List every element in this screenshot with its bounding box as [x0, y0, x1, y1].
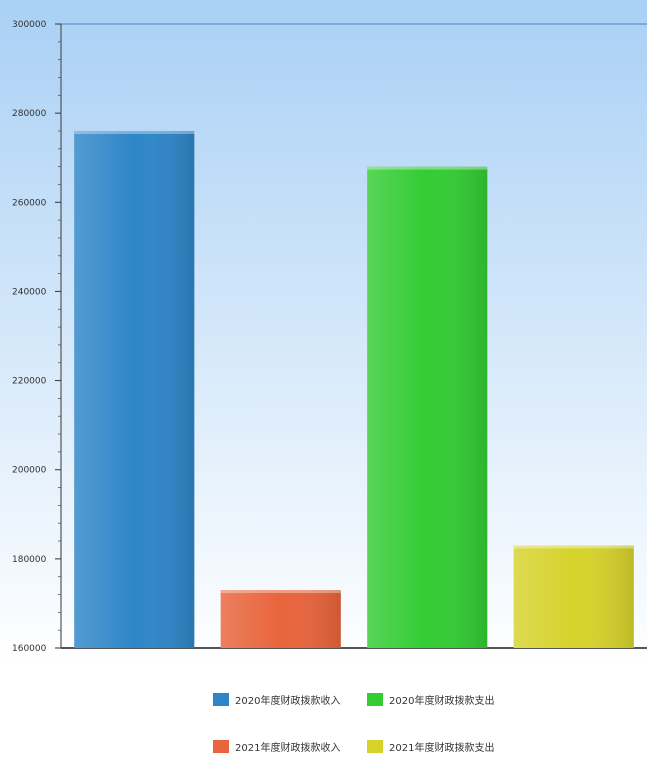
- bar-highlight: [74, 130, 195, 134]
- bar-highlight: [513, 545, 634, 549]
- legend-swatch: [367, 693, 383, 706]
- bar-shading: [220, 590, 341, 648]
- bar-shading: [74, 130, 195, 648]
- bar-chart: 160000 180000 200000 220000 240000 260000 2800…: [0, 0, 647, 665]
- legend-label: 2020年度财政拨款收入: [235, 696, 341, 707]
- legend-item: 2020年度财政拨款收入: [213, 692, 340, 707]
- legend-label: 2020年度财政拨款支出: [389, 696, 495, 707]
- legend-item: 2021年度财政拨款收入: [213, 739, 340, 754]
- legend-item: 2020年度财政拨款支出: [367, 692, 494, 707]
- bar-shading: [367, 166, 488, 648]
- y-tick-label: 300000: [12, 20, 47, 30]
- y-tick-label: 180000: [12, 555, 47, 565]
- y-tick-label: 240000: [12, 287, 47, 297]
- legend-swatch: [213, 740, 229, 753]
- legend-label: 2021年度财政拨款支出: [389, 743, 495, 754]
- y-tick-label: 200000: [12, 466, 47, 476]
- legend-item: 2021年度财政拨款支出: [367, 739, 494, 754]
- y-tick-label: 280000: [12, 109, 47, 119]
- bar-highlight: [220, 590, 341, 594]
- y-tick-label: 260000: [12, 198, 47, 208]
- bar-highlight: [367, 166, 488, 170]
- y-tick-label: 220000: [12, 377, 47, 387]
- legend-label: 2021年度财政拨款收入: [235, 743, 341, 754]
- bar-shading: [513, 545, 634, 648]
- legend-swatch: [213, 693, 229, 706]
- legend-swatch: [367, 740, 383, 753]
- y-tick-label: 160000: [12, 644, 47, 654]
